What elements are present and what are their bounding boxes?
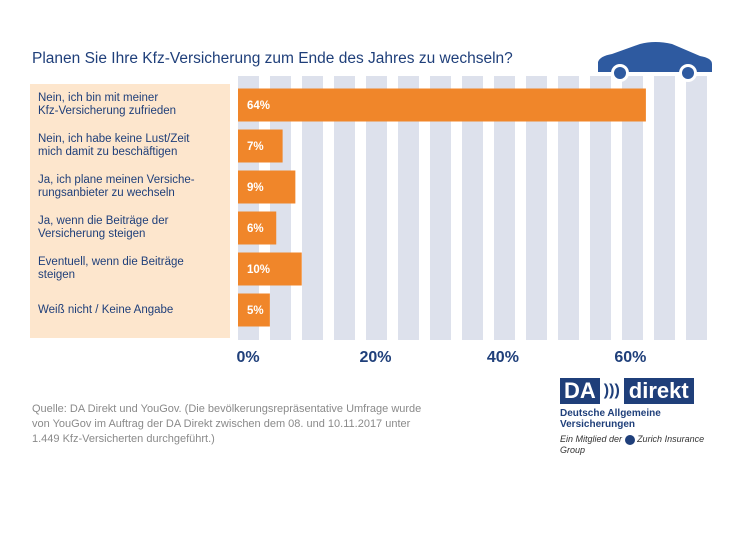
logo-tagline: Deutsche Allgemeine Versicherungen: [560, 408, 661, 430]
zurich-icon: [624, 434, 635, 445]
stripe: [302, 76, 323, 340]
stripe: [366, 76, 387, 340]
category-label: Eventuell, wenn die Beiträge steigen: [38, 256, 184, 281]
stripe: [558, 76, 579, 340]
bar: [238, 211, 277, 245]
stripe: [622, 76, 643, 340]
bar: [238, 129, 283, 163]
source-note: Quelle: DA Direkt und YouGov. (Die bevöl…: [32, 403, 422, 445]
logo-member: Ein Mitglied der: [560, 434, 623, 444]
stripe: [334, 76, 355, 340]
category-label: Ja, wenn die Beiträge der Versicherung s…: [38, 215, 169, 240]
chart-title: Planen Sie Ihre Kfz-Versicherung zum End…: [32, 50, 513, 67]
value-label: 10%: [247, 264, 270, 276]
value-label: 5%: [247, 305, 264, 317]
bar: [238, 170, 296, 204]
category-label: Weiß nicht / Keine Angabe: [38, 303, 174, 316]
x-tick-label: 20%: [359, 349, 391, 366]
stripe: [494, 76, 515, 340]
label-panel: [30, 84, 230, 338]
value-label: 9%: [247, 182, 264, 194]
category-label: Nein, ich habe keine Lust/Zeit mich dami…: [38, 133, 190, 158]
category-label: Nein, ich bin mit meiner Kfz-Versicherun…: [38, 92, 177, 117]
category-label: Ja, ich plane meinen Versiche- rungsanbi…: [38, 174, 195, 199]
bar: [238, 293, 270, 327]
bar: [238, 88, 646, 122]
x-tick-label: 40%: [487, 349, 519, 366]
stripe: [654, 76, 675, 340]
car-icon: [598, 42, 712, 82]
logo-name: direkt: [623, 378, 694, 404]
stripe: [462, 76, 483, 340]
value-label: 64%: [247, 100, 270, 112]
logo-brand: DA: [560, 378, 600, 404]
stripe: [430, 76, 451, 340]
value-label: 7%: [247, 141, 264, 153]
stripe: [398, 76, 419, 340]
stripe: [686, 76, 707, 340]
x-tick-label: 60%: [614, 349, 646, 366]
stripe: [526, 76, 547, 340]
bar: [238, 252, 302, 286]
logo-group: Zurich Insurance Group: [560, 434, 705, 455]
value-label: 6%: [247, 223, 264, 235]
x-tick-label: 0%: [236, 349, 259, 366]
logo-waves: ))): [603, 382, 620, 399]
stripe: [590, 76, 611, 340]
logo: DA ))) direkt Deutsche Allgemeine Versic…: [560, 378, 730, 455]
